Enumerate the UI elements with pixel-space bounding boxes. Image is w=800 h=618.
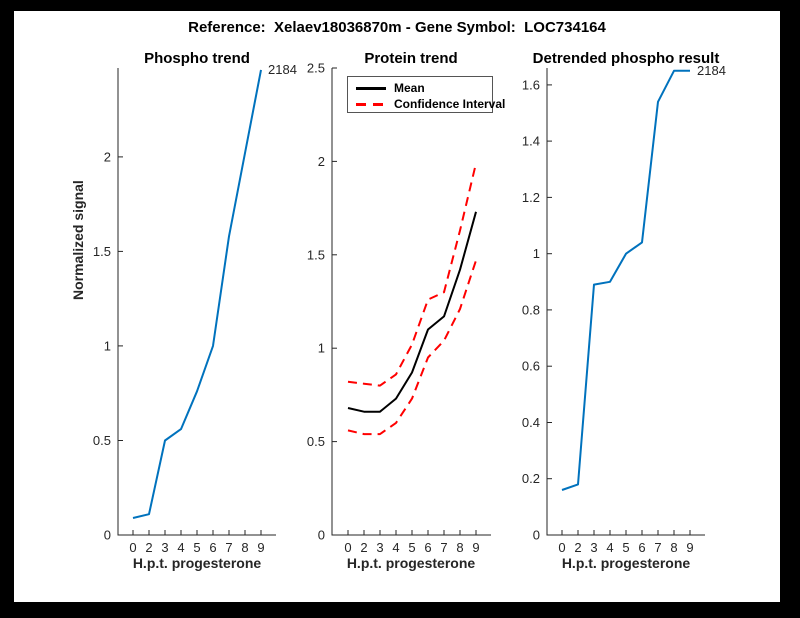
svg-text:0.5: 0.5 bbox=[93, 433, 111, 448]
legend-label-mean: Mean bbox=[394, 81, 425, 95]
svg-text:6: 6 bbox=[209, 540, 216, 555]
svg-text:5: 5 bbox=[193, 540, 200, 555]
svg-text:9: 9 bbox=[472, 540, 479, 555]
legend-label-confidence-interval: Confidence Interval bbox=[394, 97, 506, 111]
svg-text:1.2: 1.2 bbox=[522, 190, 540, 205]
svg-text:6: 6 bbox=[638, 540, 645, 555]
svg-text:4: 4 bbox=[177, 540, 184, 555]
svg-text:1.5: 1.5 bbox=[93, 244, 111, 259]
svg-text:0: 0 bbox=[129, 540, 136, 555]
svg-text:2: 2 bbox=[145, 540, 152, 555]
svg-text:0: 0 bbox=[558, 540, 565, 555]
svg-text:7: 7 bbox=[654, 540, 661, 555]
legend-item-confidence-interval: Confidence Interval bbox=[356, 96, 505, 112]
svg-text:1.6: 1.6 bbox=[522, 77, 540, 92]
svg-text:0: 0 bbox=[533, 528, 540, 543]
x-axis-label-protein: H.p.t. progesterone bbox=[346, 555, 476, 571]
svg-text:7: 7 bbox=[440, 540, 447, 555]
svg-text:2: 2 bbox=[318, 154, 325, 169]
svg-text:4: 4 bbox=[392, 540, 399, 555]
svg-text:5: 5 bbox=[408, 540, 415, 555]
svg-text:3: 3 bbox=[161, 540, 168, 555]
figure-canvas: Reference: Xelaev18036870m - Gene Symbol… bbox=[14, 11, 780, 602]
figure-title: Reference: Xelaev18036870m - Gene Symbol… bbox=[188, 19, 606, 36]
svg-text:3: 3 bbox=[590, 540, 597, 555]
svg-text:1: 1 bbox=[533, 246, 540, 261]
svg-text:9: 9 bbox=[686, 540, 693, 555]
svg-text:6: 6 bbox=[424, 540, 431, 555]
protein-trend-title: Protein trend bbox=[364, 50, 458, 67]
svg-text:1.4: 1.4 bbox=[522, 134, 540, 149]
svg-text:0: 0 bbox=[344, 540, 351, 555]
svg-text:5: 5 bbox=[622, 540, 629, 555]
mean-line-sample bbox=[356, 86, 386, 90]
svg-text:1: 1 bbox=[104, 338, 111, 353]
phospho-trend-title: Phospho trend bbox=[144, 50, 250, 67]
x-axis-label-detrended: H.p.t. progesterone bbox=[561, 555, 691, 571]
legend-item-mean: Mean bbox=[356, 80, 492, 96]
svg-text:2184: 2184 bbox=[697, 63, 726, 78]
svg-text:0: 0 bbox=[318, 528, 325, 543]
svg-text:2: 2 bbox=[360, 540, 367, 555]
svg-text:8: 8 bbox=[241, 540, 248, 555]
svg-text:7: 7 bbox=[225, 540, 232, 555]
svg-text:0.5: 0.5 bbox=[307, 434, 325, 449]
svg-text:0.8: 0.8 bbox=[522, 302, 540, 317]
svg-text:0: 0 bbox=[104, 528, 111, 543]
svg-text:1.5: 1.5 bbox=[307, 247, 325, 262]
svg-text:9: 9 bbox=[257, 540, 264, 555]
svg-text:8: 8 bbox=[456, 540, 463, 555]
svg-text:0.4: 0.4 bbox=[522, 415, 540, 430]
svg-text:4: 4 bbox=[606, 540, 613, 555]
svg-text:0.6: 0.6 bbox=[522, 359, 540, 374]
svg-text:0.2: 0.2 bbox=[522, 471, 540, 486]
svg-text:2: 2 bbox=[104, 149, 111, 164]
confidence-interval-line-sample bbox=[356, 102, 386, 106]
svg-text:2: 2 bbox=[574, 540, 581, 555]
svg-text:3: 3 bbox=[376, 540, 383, 555]
legend-box: Mean Confidence Interval bbox=[347, 76, 505, 113]
svg-text:8: 8 bbox=[670, 540, 677, 555]
svg-text:2.5: 2.5 bbox=[307, 61, 325, 76]
svg-text:1: 1 bbox=[318, 341, 325, 356]
x-axis-label-phospho: H.p.t. progesterone bbox=[132, 555, 262, 571]
detrended-phospho-title: Detrended phospho result bbox=[532, 50, 720, 67]
svg-text:2184: 2184 bbox=[268, 62, 297, 77]
